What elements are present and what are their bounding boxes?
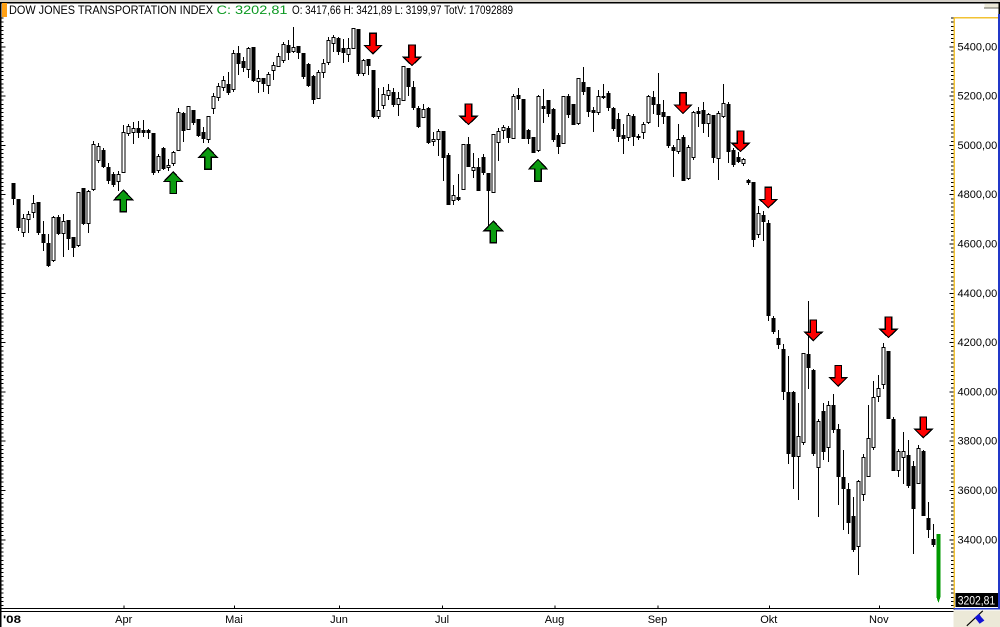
svg-text:4000,00: 4000,00 bbox=[958, 386, 998, 398]
svg-text:4600,00: 4600,00 bbox=[958, 239, 998, 251]
svg-text:Sep: Sep bbox=[648, 614, 668, 626]
svg-text:3202,81: 3202,81 bbox=[958, 596, 996, 608]
svg-text:O: 3417,66 H: 3421,89 L: 3199,: O: 3417,66 H: 3421,89 L: 3199,97 TotV: 1… bbox=[292, 5, 513, 17]
svg-text:Nov: Nov bbox=[869, 614, 889, 626]
svg-text:5000,00: 5000,00 bbox=[958, 140, 998, 152]
svg-text:'08: '08 bbox=[3, 614, 21, 626]
svg-text:5200,00: 5200,00 bbox=[958, 91, 998, 103]
svg-text:3400,00: 3400,00 bbox=[958, 534, 998, 546]
svg-text:Jul: Jul bbox=[435, 614, 449, 626]
svg-text:4400,00: 4400,00 bbox=[958, 288, 998, 300]
svg-text:Okt: Okt bbox=[760, 614, 777, 626]
svg-text:3600,00: 3600,00 bbox=[958, 485, 998, 497]
svg-text:DOW JONES TRANSPORTATION INDEX: DOW JONES TRANSPORTATION INDEX bbox=[9, 5, 213, 17]
svg-text:4200,00: 4200,00 bbox=[958, 337, 998, 349]
svg-text:Mai: Mai bbox=[225, 614, 243, 626]
svg-text:C: 3202,81: C: 3202,81 bbox=[217, 5, 288, 17]
svg-text:3800,00: 3800,00 bbox=[958, 436, 998, 448]
svg-text:4800,00: 4800,00 bbox=[958, 189, 998, 201]
svg-text:Jun: Jun bbox=[330, 614, 348, 626]
svg-text:Apr: Apr bbox=[115, 614, 132, 626]
svg-text:Aug: Aug bbox=[545, 614, 565, 626]
svg-text:5400,00: 5400,00 bbox=[958, 41, 998, 53]
